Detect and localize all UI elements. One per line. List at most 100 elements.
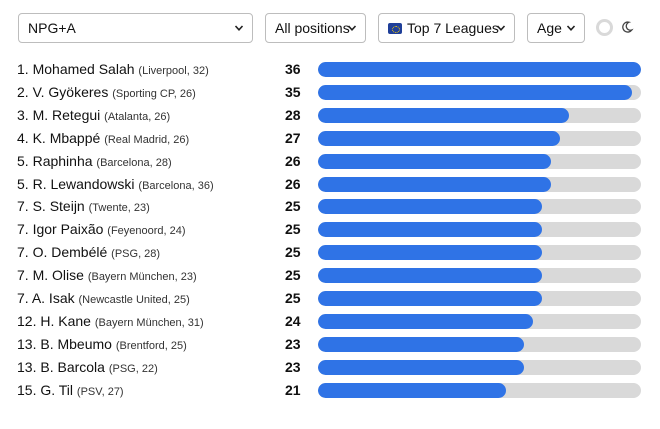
player-row: 3. M. Retegui (Atalanta, 26) 28 (0, 105, 660, 127)
player-name: A. Isak (31, 290, 75, 306)
player-value: 28 (285, 106, 301, 123)
chevron-down-icon (496, 25, 506, 31)
player-rank: 7. (17, 221, 29, 238)
player-rank: 2. (17, 83, 29, 100)
bar-track (318, 268, 641, 284)
bar-track (318, 291, 641, 306)
player-name: B. Mbeumo (40, 335, 112, 352)
bar-fill (318, 359, 525, 375)
eu-flag-icon (388, 22, 402, 34)
bar-track (318, 130, 641, 146)
player-row: 5. Raphinha (Barcelona, 28) 26 (0, 151, 660, 173)
player-label: 13. B. Mbeumo (Brentford, 25) (17, 336, 187, 352)
player-meta: (Twente, 23) (88, 202, 150, 215)
player-value: 25 (285, 290, 301, 306)
bar-track (318, 222, 641, 238)
player-row: 4. K. Mbappé (Real Madrid, 26) 27 (0, 128, 660, 150)
player-meta: (Atalanta, 26) (104, 110, 171, 123)
player-label: 7. Igor Paixão (Feyenoord, 24) (17, 221, 186, 237)
player-label: 5. R. Lewandowski (Barcelona, 36) (17, 176, 214, 192)
metric-select-value: NPG+A (28, 20, 76, 36)
bar-fill (318, 62, 641, 77)
bar-track (318, 382, 641, 398)
player-rank: 7. (17, 267, 29, 284)
player-label: 5. Raphinha (Barcelona, 28) (17, 153, 172, 169)
player-label: 12. H. Kane (Bayern München, 31) (17, 313, 204, 329)
player-rank: 13. (17, 358, 37, 375)
player-name: B. Barcola (40, 358, 105, 375)
player-name: Igor Paixão (32, 221, 104, 238)
player-row: 7. Igor Paixão (Feyenoord, 24) 25 (0, 219, 660, 241)
bar-fill (318, 107, 570, 123)
player-label: 15. G. Til (PSV, 27) (17, 382, 124, 398)
sort-select[interactable]: Age (527, 13, 585, 43)
player-meta: (Liverpool, 32) (138, 65, 209, 77)
player-value: 27 (285, 129, 301, 146)
moon-icon (622, 21, 634, 33)
player-row: 1. Mohamed Salah (Liverpool, 32) 36 (0, 59, 660, 81)
positions-select[interactable]: All positions (265, 13, 366, 43)
bar-track (318, 336, 641, 352)
player-value: 23 (285, 358, 301, 375)
player-meta: (Sporting CP, 26) (112, 87, 196, 100)
player-rank: 7. (17, 198, 29, 215)
player-row: 12. H. Kane (Bayern München, 31) 24 (0, 311, 660, 333)
player-name: Raphinha (32, 152, 93, 169)
bar-track (318, 313, 641, 329)
player-label: 7. A. Isak (Newcastle United, 25) (17, 290, 190, 306)
bar-fill (318, 336, 525, 352)
bar-track (318, 107, 641, 123)
player-rank: 4. (17, 129, 29, 146)
player-label: 4. K. Mbappé (Real Madrid, 26) (17, 130, 189, 146)
chevron-down-icon (347, 25, 357, 31)
player-value: 36 (285, 61, 301, 77)
player-row: 15. G. Til (PSV, 27) 21 (0, 380, 660, 402)
player-row: 13. B. Barcola (PSG, 22) 23 (0, 357, 660, 379)
player-rank: 12. (17, 312, 37, 329)
bar-track (318, 199, 641, 215)
player-meta: (Real Madrid, 26) (104, 133, 190, 146)
player-meta: (PSG, 28) (111, 248, 161, 261)
player-rank: 1. (17, 61, 29, 77)
player-value: 25 (285, 244, 301, 261)
filter-toolbar: NPG+A All positions Top 7 Leagues Age (18, 13, 648, 43)
bar-fill (318, 245, 543, 261)
player-name: K. Mbappé (32, 129, 101, 146)
player-value: 25 (285, 267, 301, 284)
leagues-select[interactable]: Top 7 Leagues (378, 13, 515, 43)
leagues-select-value: Top 7 Leagues (407, 20, 499, 36)
player-row: 7. A. Isak (Newcastle United, 25) 25 (0, 288, 660, 310)
player-value: 21 (285, 381, 301, 398)
player-meta: (Feyenoord, 24) (107, 225, 186, 238)
bar-fill (318, 382, 507, 398)
player-row: 7. M. Olise (Bayern München, 23) 25 (0, 265, 660, 287)
player-name: O. Dembélé (32, 244, 108, 261)
player-rank: 3. (17, 106, 29, 123)
toggle-knob (596, 19, 613, 36)
bar-track (318, 359, 641, 375)
bar-fill (318, 291, 543, 306)
sort-select-value: Age (537, 20, 562, 36)
player-meta: (PSV, 27) (76, 385, 124, 398)
player-rank: 13. (17, 335, 37, 352)
player-label: 3. M. Retegui (Atalanta, 26) (17, 107, 170, 123)
bar-fill (318, 176, 552, 192)
player-label: 2. V. Gyökeres (Sporting CP, 26) (17, 84, 196, 100)
player-name: R. Lewandowski (32, 175, 135, 192)
bar-fill (318, 153, 552, 169)
bar-fill (318, 222, 543, 238)
player-meta: (Barcelona, 28) (96, 156, 172, 169)
player-meta: (Newcastle United, 25) (78, 294, 190, 306)
bar-fill (318, 199, 543, 215)
bar-fill (318, 313, 534, 329)
player-value: 24 (285, 312, 301, 329)
theme-toggle[interactable] (596, 19, 636, 37)
player-label: 7. S. Steijn (Twente, 23) (17, 198, 150, 214)
metric-select[interactable]: NPG+A (18, 13, 253, 43)
player-value: 26 (285, 152, 301, 169)
player-name: G. Til (40, 381, 74, 398)
bar-track (318, 84, 641, 100)
bar-fill (318, 268, 543, 284)
player-name: Mohamed Salah (32, 61, 135, 77)
